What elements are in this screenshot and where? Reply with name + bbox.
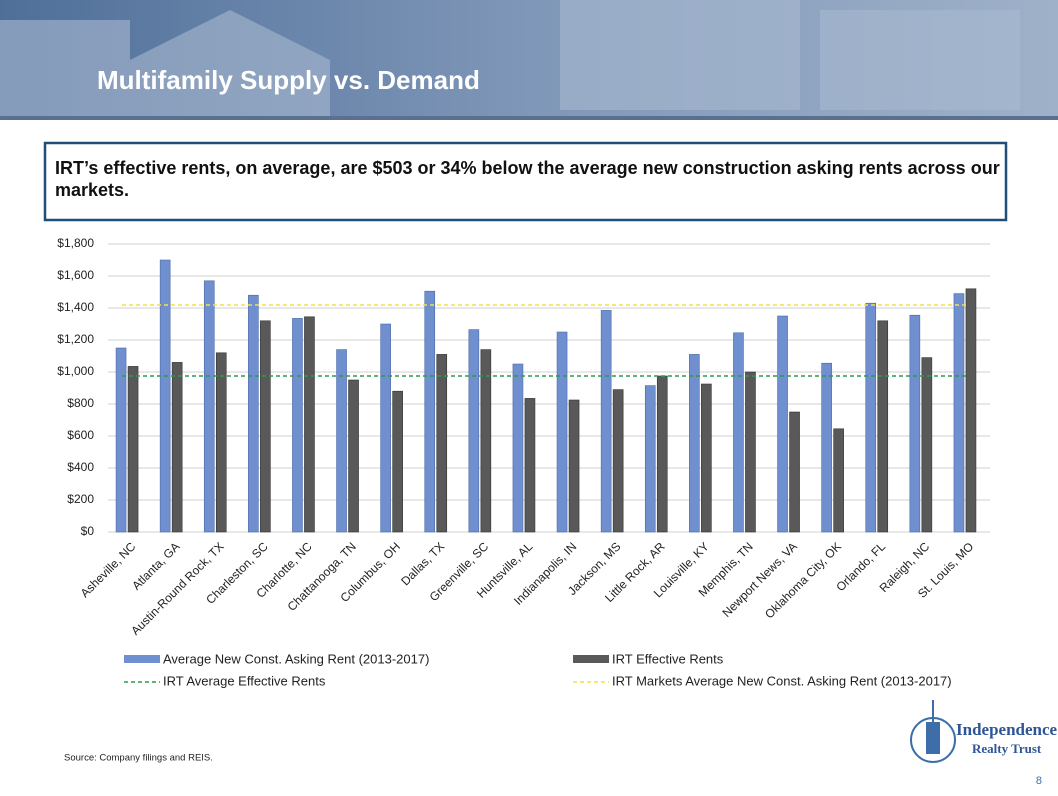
bar — [348, 379, 359, 533]
y-tick-label: $1,600 — [57, 268, 94, 282]
bar — [600, 310, 612, 533]
bar — [260, 320, 271, 533]
bar — [248, 294, 259, 533]
bar — [877, 320, 889, 533]
legend-swatch — [573, 655, 609, 663]
x-tick-label: Newport News, VA — [719, 539, 799, 619]
bar — [612, 389, 624, 533]
bar — [865, 302, 877, 533]
bar — [656, 375, 668, 533]
bar — [733, 332, 744, 533]
bar — [568, 399, 580, 533]
y-tick-label: $800 — [67, 396, 94, 410]
y-tick-label: $1,200 — [57, 332, 94, 346]
page-number: 8 — [1036, 775, 1042, 787]
logo: Independence Realty Trust — [910, 700, 1058, 763]
bar — [203, 280, 215, 533]
bar — [789, 411, 800, 533]
bar — [512, 363, 524, 533]
logo-text: Independence — [956, 720, 1058, 739]
bar — [336, 349, 347, 533]
bar — [292, 318, 303, 533]
bar — [777, 315, 788, 533]
x-tick-label: Asheville, NC — [78, 539, 139, 600]
bar — [524, 398, 536, 533]
bar — [115, 347, 127, 533]
bar — [127, 366, 139, 533]
legend-label: Average New Const. Asking Rent (2013-201… — [163, 651, 429, 666]
y-tick-label: $600 — [67, 428, 94, 442]
legend-label: IRT Effective Rents — [612, 651, 724, 666]
y-tick-label: $1,000 — [57, 364, 94, 378]
bar — [468, 329, 480, 533]
bar — [921, 357, 933, 533]
bar — [380, 323, 391, 533]
legend-label: IRT Markets Average New Const. Asking Re… — [612, 673, 952, 688]
x-tick-label: Oklahoma City, OK — [762, 539, 844, 621]
y-tick-label: $1,400 — [57, 300, 94, 314]
bar — [424, 290, 436, 533]
y-tick-label: $200 — [67, 492, 94, 506]
callout-box — [43, 141, 1008, 222]
header-buildings — [0, 0, 1020, 120]
slide-title: Multifamily Supply vs. Demand — [97, 65, 480, 95]
bar — [701, 383, 712, 533]
callout-wrap: IRT’s effective rents, on average, are $… — [55, 158, 1000, 200]
header-rule — [0, 116, 1058, 120]
bar — [689, 354, 700, 533]
source: Source: Company filings and REIS. — [64, 753, 213, 764]
bar — [480, 349, 492, 533]
bar — [215, 352, 227, 533]
y-tick-label: $400 — [67, 460, 94, 474]
bar — [953, 293, 965, 533]
bar — [159, 259, 171, 533]
logo-building — [926, 722, 940, 754]
bar — [556, 331, 568, 533]
bar — [392, 390, 403, 533]
bar — [304, 316, 315, 533]
y-tick-label: $0 — [81, 524, 95, 538]
bar — [745, 371, 756, 533]
bar — [909, 314, 921, 533]
legend-label: IRT Average Effective Rents — [163, 673, 326, 688]
y-tick-label: $1,800 — [57, 236, 94, 250]
callout: IRT’s effective rents, on average, are $… — [55, 158, 1000, 200]
bar — [965, 288, 977, 533]
bar — [171, 362, 183, 533]
bar — [644, 385, 656, 533]
bar — [821, 362, 832, 533]
bar — [436, 354, 448, 533]
bar — [833, 428, 844, 533]
legend-swatch — [124, 655, 160, 663]
logo-text: Realty Trust — [972, 741, 1042, 756]
